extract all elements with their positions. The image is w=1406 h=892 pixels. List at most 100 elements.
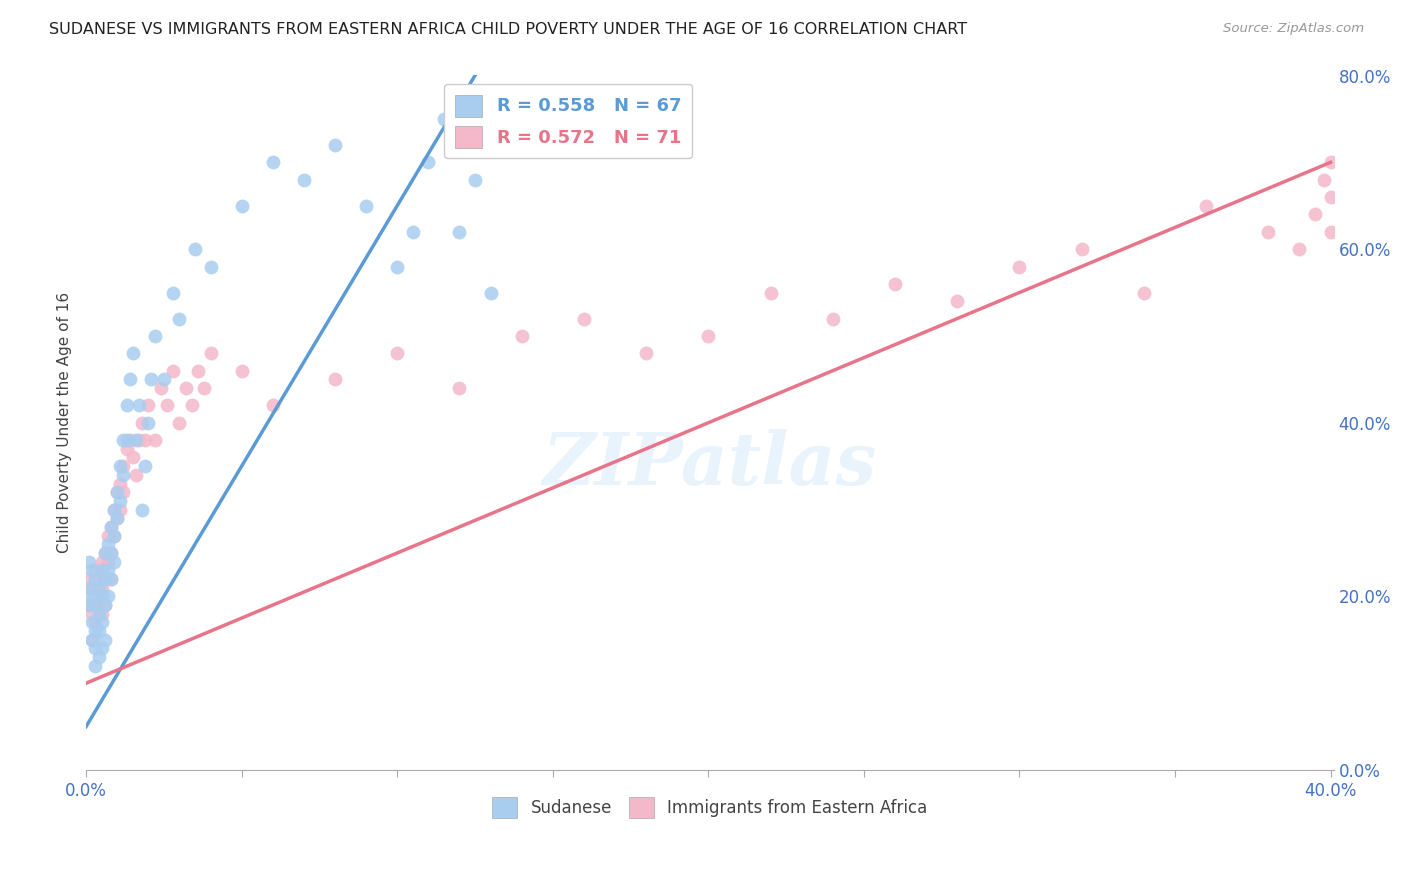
Point xyxy=(128,433,150,447)
Point xyxy=(100,546,122,560)
Point xyxy=(121,450,143,465)
Point xyxy=(162,364,184,378)
Point xyxy=(90,555,112,569)
Point xyxy=(169,416,191,430)
Point xyxy=(93,546,115,560)
Point xyxy=(82,581,104,595)
Point xyxy=(262,155,284,169)
Point xyxy=(946,294,969,309)
Point xyxy=(402,225,425,239)
Point xyxy=(77,598,100,612)
Point xyxy=(1288,242,1310,256)
Point xyxy=(1133,285,1156,300)
Point xyxy=(77,598,100,612)
Point xyxy=(105,485,128,500)
Point xyxy=(118,372,141,386)
Point xyxy=(93,546,115,560)
Point xyxy=(87,572,110,586)
Point xyxy=(193,381,215,395)
Point xyxy=(449,381,471,395)
Point xyxy=(93,572,115,586)
Point xyxy=(84,624,107,639)
Point xyxy=(125,433,148,447)
Point xyxy=(143,433,166,447)
Point xyxy=(323,138,346,153)
Point xyxy=(125,467,148,482)
Point xyxy=(105,511,128,525)
Point xyxy=(103,528,125,542)
Point xyxy=(84,563,107,577)
Point xyxy=(103,528,125,542)
Point xyxy=(97,537,120,551)
Point xyxy=(1319,190,1341,204)
Point xyxy=(84,598,107,612)
Point xyxy=(100,572,122,586)
Point xyxy=(131,502,153,516)
Point xyxy=(121,346,143,360)
Point xyxy=(87,607,110,621)
Point xyxy=(759,285,782,300)
Point xyxy=(110,502,132,516)
Point xyxy=(87,598,110,612)
Point xyxy=(385,260,408,274)
Point xyxy=(180,398,202,412)
Point xyxy=(112,467,135,482)
Point xyxy=(77,572,100,586)
Point xyxy=(90,615,112,630)
Point xyxy=(464,172,486,186)
Point xyxy=(103,502,125,516)
Point xyxy=(131,416,153,430)
Point xyxy=(90,563,112,577)
Point xyxy=(1319,225,1341,239)
Point xyxy=(87,581,110,595)
Point xyxy=(118,433,141,447)
Point xyxy=(354,199,377,213)
Point xyxy=(1303,207,1326,221)
Point xyxy=(90,641,112,656)
Point xyxy=(136,398,159,412)
Point xyxy=(200,346,222,360)
Point xyxy=(184,242,207,256)
Point xyxy=(174,381,197,395)
Point xyxy=(82,563,104,577)
Point xyxy=(110,459,132,474)
Point xyxy=(200,260,222,274)
Point xyxy=(141,372,163,386)
Point xyxy=(128,398,150,412)
Point xyxy=(149,381,172,395)
Point xyxy=(1319,155,1341,169)
Point xyxy=(262,398,284,412)
Point xyxy=(87,650,110,665)
Point xyxy=(84,590,107,604)
Point xyxy=(884,277,907,291)
Point xyxy=(90,590,112,604)
Point xyxy=(572,311,595,326)
Point xyxy=(115,442,138,456)
Point xyxy=(1195,199,1218,213)
Point xyxy=(231,199,253,213)
Point xyxy=(93,632,115,647)
Point xyxy=(100,572,122,586)
Point xyxy=(97,590,120,604)
Point xyxy=(90,581,112,595)
Point xyxy=(1008,260,1031,274)
Point xyxy=(115,433,138,447)
Point xyxy=(77,555,100,569)
Point xyxy=(153,372,176,386)
Point xyxy=(134,459,156,474)
Point xyxy=(1070,242,1092,256)
Point xyxy=(115,398,138,412)
Point xyxy=(97,528,120,542)
Point xyxy=(84,615,107,630)
Point xyxy=(84,572,107,586)
Point xyxy=(479,285,502,300)
Point xyxy=(112,485,135,500)
Point xyxy=(136,416,159,430)
Point xyxy=(110,476,132,491)
Point xyxy=(93,598,115,612)
Point xyxy=(77,581,100,595)
Point xyxy=(82,632,104,647)
Point xyxy=(112,433,135,447)
Point xyxy=(82,590,104,604)
Point xyxy=(433,112,456,126)
